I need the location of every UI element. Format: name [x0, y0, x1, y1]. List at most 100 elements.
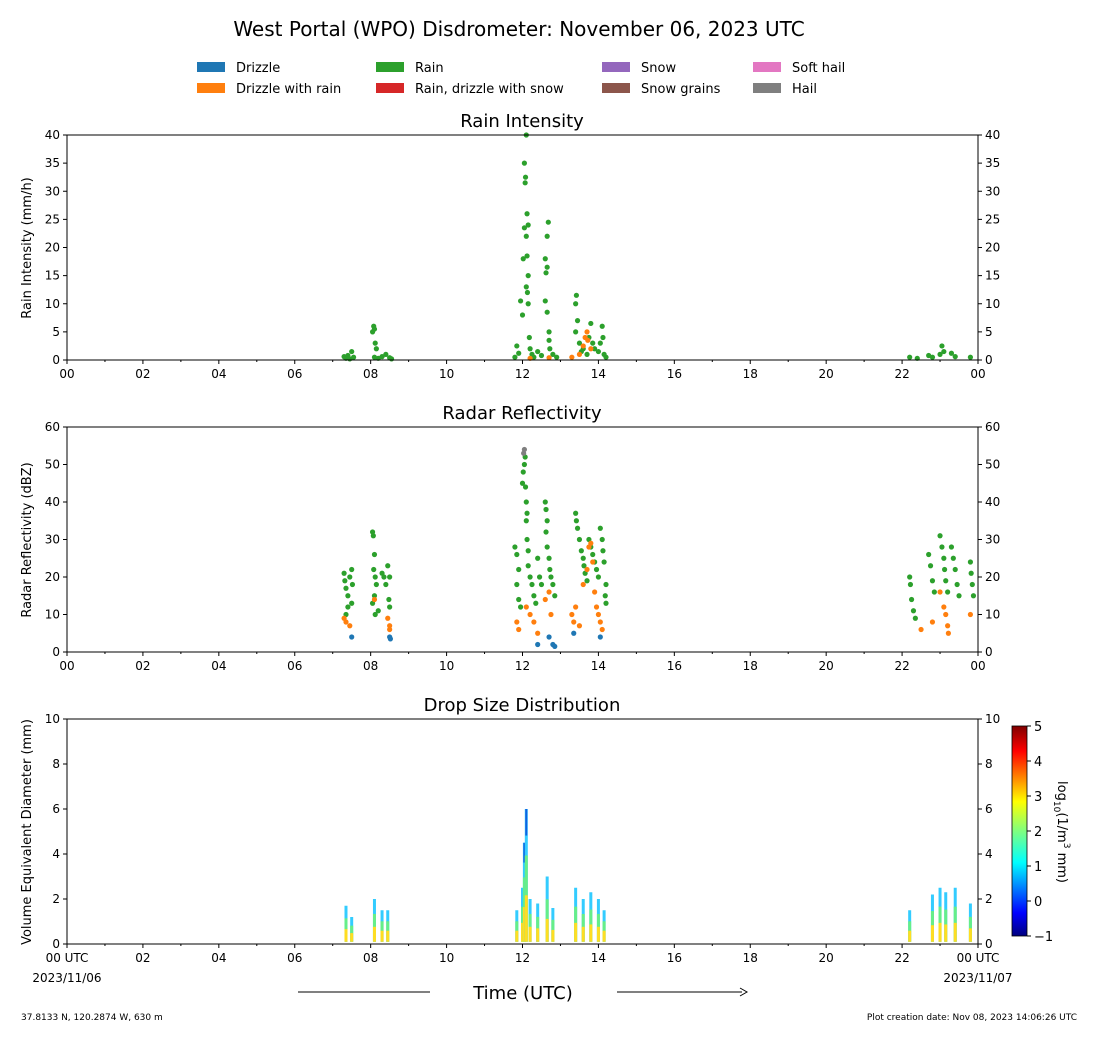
data-point	[546, 355, 552, 361]
data-point	[372, 611, 378, 618]
data-point	[345, 604, 351, 610]
data-point	[578, 548, 584, 554]
x-tick-label: 20	[819, 659, 834, 673]
data-point	[588, 346, 594, 352]
data-point	[370, 533, 376, 539]
dsd-column-core	[938, 922, 942, 942]
data-point	[573, 604, 579, 610]
data-point	[524, 253, 530, 259]
x-tick-label: 22	[894, 659, 909, 673]
data-point	[527, 574, 533, 580]
data-point	[601, 559, 607, 565]
x-tick-label: 00	[970, 659, 985, 673]
dsd-column-core	[350, 933, 354, 942]
dsd-column-core	[596, 926, 600, 942]
data-point	[546, 329, 552, 335]
data-point	[373, 581, 379, 588]
data-point	[527, 611, 533, 618]
x-tick-label: 00 UTC	[46, 951, 89, 965]
data-point	[593, 604, 600, 610]
data-point	[535, 348, 541, 355]
data-point	[371, 596, 378, 603]
y-tick-label-right: 15	[985, 269, 1000, 283]
data-point	[373, 346, 379, 352]
data-point	[544, 309, 550, 315]
radar-reflectivity-ylabel: Radar Reflectivity (dBZ)	[20, 462, 35, 617]
drop-size-title: Drop Size Distribution	[424, 695, 621, 716]
data-point	[387, 574, 393, 580]
y-tick-label: 20	[45, 241, 60, 255]
data-point	[552, 643, 558, 649]
y-tick-label: 30	[45, 184, 60, 198]
x-tick-label: 06	[287, 659, 302, 673]
data-point	[544, 264, 550, 270]
data-point	[521, 225, 527, 231]
data-point	[603, 581, 609, 588]
data-point	[574, 525, 581, 531]
y-tick-label: 20	[45, 570, 60, 584]
data-point	[592, 346, 598, 352]
data-point	[388, 356, 395, 362]
y-tick-label: 25	[45, 212, 60, 226]
dsd-column-core	[589, 924, 593, 942]
x-tick-label: 02	[135, 367, 150, 381]
data-point	[941, 566, 948, 573]
data-point	[547, 346, 553, 352]
data-point	[584, 578, 590, 584]
data-point	[927, 563, 934, 569]
dsd-column-core	[386, 930, 390, 942]
data-point	[343, 619, 349, 625]
data-point	[516, 626, 522, 633]
y-tick-label-right: 6	[985, 802, 993, 816]
legend-label: Snow	[641, 61, 676, 76]
data-point	[523, 284, 529, 290]
dsd-column-core	[602, 930, 606, 942]
legend-swatch	[376, 83, 404, 93]
data-point	[533, 600, 539, 606]
data-point	[524, 289, 531, 296]
x-tick-label: 08	[363, 951, 378, 965]
dsd-column-core	[581, 926, 585, 942]
rain-intensity-ylabel: Rain Intensity (mm/h)	[20, 177, 35, 319]
y-tick-label: 40	[45, 128, 60, 142]
legend-label: Snow grains	[641, 82, 721, 97]
rain-intensity-panel: Rain Intensity Rain Intensity (mm/h) 0 05…	[20, 111, 1000, 381]
data-point	[514, 343, 520, 349]
x-tick-label: 00	[59, 367, 74, 381]
colorbar-tick-label: 0	[1034, 895, 1042, 910]
data-point	[584, 329, 590, 335]
data-point	[375, 608, 381, 614]
dsd-column-core	[551, 929, 555, 942]
data-point	[516, 566, 522, 573]
x-tick-label: 14	[591, 367, 606, 381]
data-point	[967, 611, 974, 618]
data-point	[599, 323, 605, 329]
data-point	[538, 352, 545, 359]
data-point	[908, 596, 915, 603]
data-point	[590, 551, 596, 558]
data-point	[592, 589, 598, 595]
x-axis-label: Time (UTC)	[472, 983, 573, 1004]
data-point	[343, 585, 349, 591]
data-point	[584, 566, 590, 573]
data-point	[387, 604, 393, 610]
data-point	[929, 619, 936, 625]
data-point	[514, 581, 520, 588]
data-point	[525, 563, 531, 569]
y-tick-label-right: 0	[985, 645, 993, 659]
data-point	[523, 518, 529, 524]
data-point	[544, 518, 550, 524]
data-point	[387, 623, 393, 629]
data-point	[969, 581, 975, 588]
data-point	[526, 334, 532, 341]
xlabel-arrowhead	[739, 987, 749, 997]
data-point	[524, 211, 530, 217]
data-point	[569, 354, 575, 360]
data-point	[907, 354, 913, 360]
data-point	[535, 630, 541, 636]
data-point	[967, 559, 974, 565]
y-tick-label: 8	[52, 757, 60, 771]
x-tick-label: 08	[363, 367, 378, 381]
start-date: 2023/11/06	[32, 971, 101, 985]
dsd-column-core	[536, 928, 540, 942]
